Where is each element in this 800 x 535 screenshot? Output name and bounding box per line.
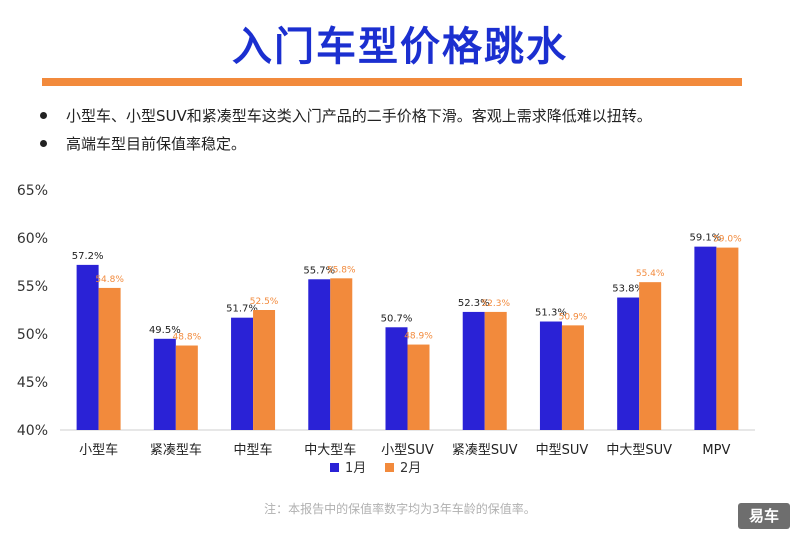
bar-data-label: 51.7%	[226, 304, 258, 315]
bullet-item: 小型车、小型SUV和紧凑型车这类入门产品的二手价格下滑。客观上需求降低难以扭转。	[36, 102, 652, 130]
x-tick-label: 小型SUV	[381, 443, 434, 458]
bar-data-label: 55.7%	[303, 265, 335, 276]
y-tick-label: 65%	[17, 183, 48, 199]
bar-data-label: 53.8%	[612, 284, 644, 295]
x-tick-label: 中大型车	[304, 442, 356, 458]
bar-series1	[462, 311, 485, 430]
y-tick-label: 45%	[17, 375, 48, 391]
bullet-text: 小型车、小型SUV和紧凑型车这类入门产品的二手价格下滑。客观上需求降低难以扭转。	[66, 107, 652, 125]
x-tick-label: MPV	[702, 443, 730, 458]
brand-logo: 易车	[738, 503, 790, 529]
bar-series1	[617, 297, 640, 430]
bar-series1	[153, 338, 176, 430]
x-tick-label: 中型车	[234, 442, 273, 458]
x-tick-label: 紧凑型SUV	[452, 443, 518, 458]
bar-data-label: 49.5%	[149, 325, 181, 336]
bar-series1	[76, 264, 99, 430]
y-tick-label: 40%	[17, 423, 48, 439]
bar-data-label: 55.4%	[636, 269, 665, 279]
bar-series2	[716, 247, 739, 430]
bar-series1	[308, 279, 331, 430]
y-tick-label: 50%	[17, 327, 48, 343]
legend-swatch	[330, 463, 339, 472]
bar-data-label: 59.0%	[713, 235, 742, 245]
bar-data-label: 55.8%	[327, 265, 356, 275]
x-tick-label: 中大型SUV	[606, 443, 672, 458]
bullet-dot-icon	[40, 112, 47, 119]
x-tick-label: 紧凑型车	[150, 442, 202, 458]
bar-series1	[539, 321, 562, 430]
bar-series1	[385, 327, 408, 430]
bar-data-label: 51.3%	[535, 308, 567, 319]
bar-data-label: 52.3%	[481, 299, 510, 309]
bar-data-label: 48.8%	[173, 333, 202, 343]
x-tick-label: 中型SUV	[536, 443, 589, 458]
bullet-dot-icon	[40, 140, 47, 147]
bar-data-label: 59.1%	[689, 233, 721, 244]
bar-data-label: 50.9%	[559, 312, 588, 322]
x-tick-label: 小型车	[79, 442, 118, 458]
bar-series2	[175, 345, 198, 430]
page-title: 入门车型价格跳水	[232, 24, 568, 70]
bullet-item: 高端车型目前保值率稳定。	[36, 130, 652, 158]
footnote: 注：本报告中的保值率数字均为3年车龄的保值率。	[264, 502, 536, 516]
bar-data-label: 52.3%	[458, 298, 490, 309]
y-tick-label: 55%	[17, 279, 48, 295]
bar-series2	[407, 344, 430, 430]
bar-series2	[330, 278, 353, 430]
legend-label: 2月	[400, 461, 421, 476]
bullet-list: 小型车、小型SUV和紧凑型车这类入门产品的二手价格下滑。客观上需求降低难以扭转。…	[36, 102, 652, 158]
bullet-text: 高端车型目前保值率稳定。	[66, 135, 247, 153]
bar-data-label: 52.5%	[250, 297, 279, 307]
bar-data-label: 54.8%	[95, 275, 124, 285]
bar-data-label: 57.2%	[72, 251, 104, 262]
title-underline	[42, 78, 742, 86]
legend-label: 1月	[345, 461, 366, 476]
legend-swatch	[385, 463, 394, 472]
bar-series2	[98, 287, 121, 430]
y-tick-label: 60%	[17, 231, 48, 247]
bar-series1	[231, 317, 254, 430]
bar-data-label: 48.9%	[404, 332, 433, 342]
bar-data-label: 50.7%	[381, 313, 413, 324]
bar-series2	[484, 311, 507, 430]
bar-series2	[253, 310, 276, 430]
bar-series1	[694, 246, 717, 430]
bar-series2	[639, 282, 662, 430]
bar-series2	[561, 325, 584, 430]
